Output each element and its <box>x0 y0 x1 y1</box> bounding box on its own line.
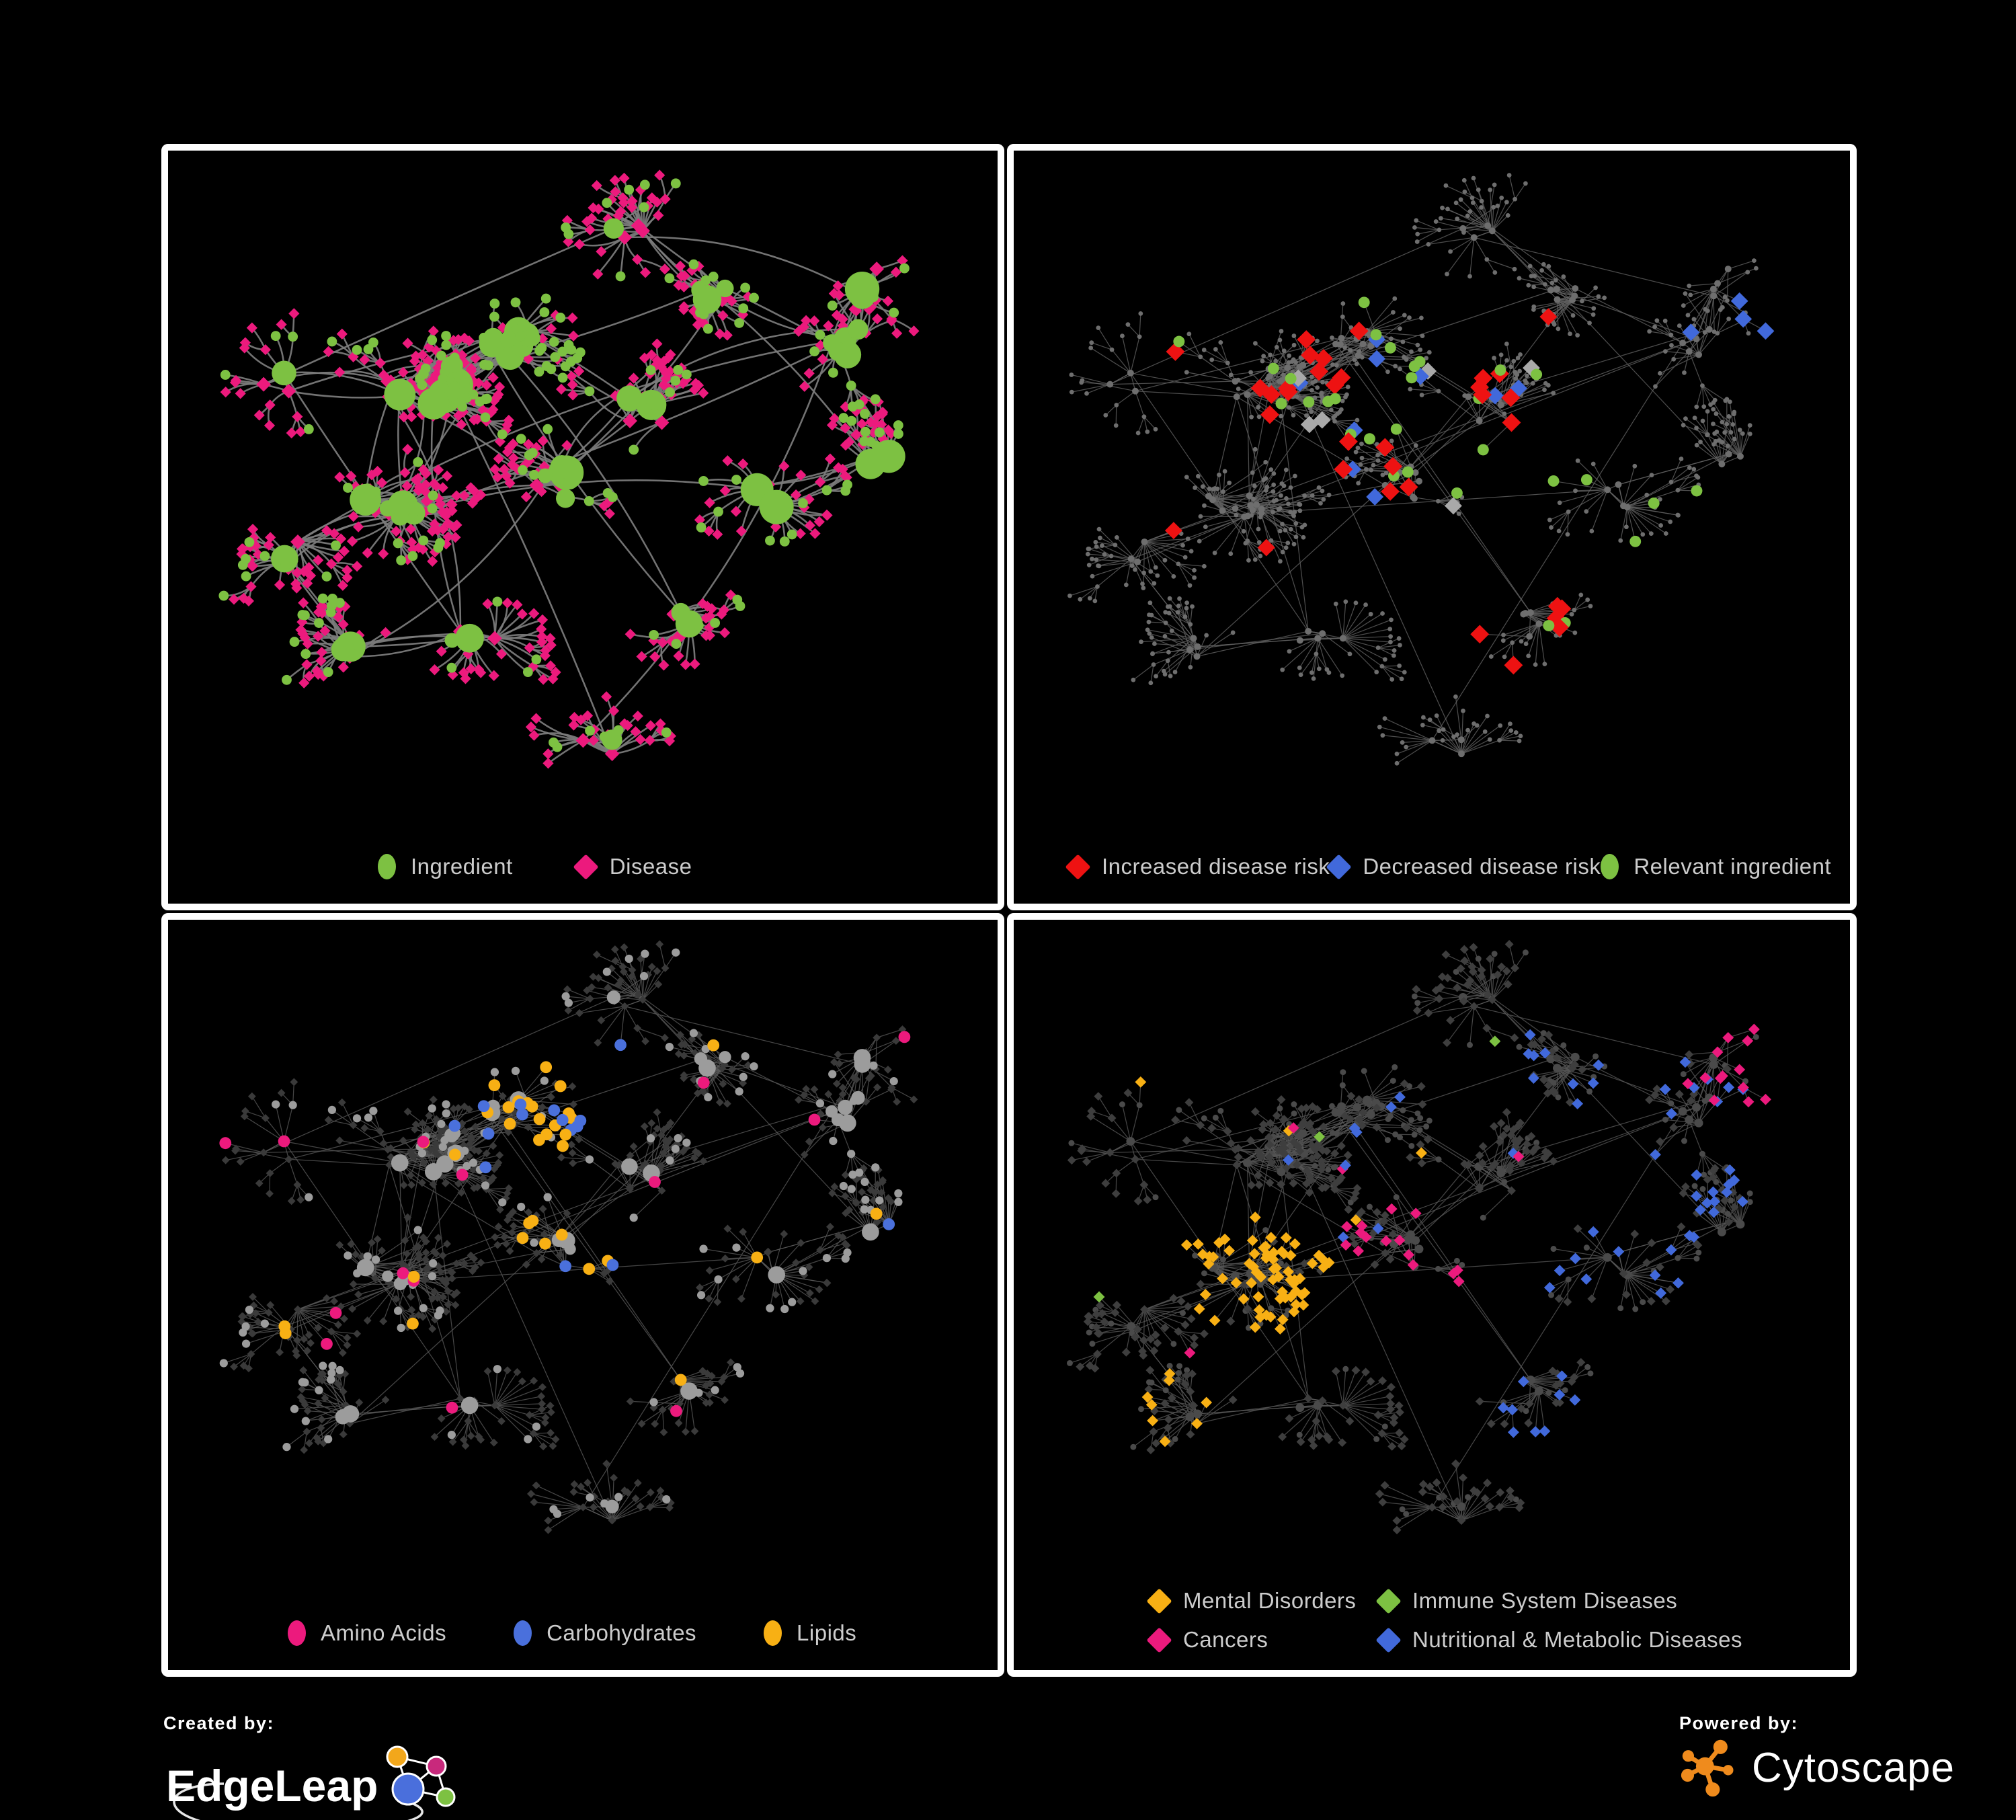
powered-by-label: Powered by: <box>1679 1713 1799 1733</box>
legend-item-ingredient: Ingredient <box>378 854 513 879</box>
panel-disease-risk: Increased disease risk Decreased disease… <box>1007 144 1857 910</box>
legend-label: Carbohydrates <box>547 1620 697 1645</box>
legend-swatch-circle <box>1601 854 1619 879</box>
legend-item-cancers: Cancers <box>1146 1626 1379 1653</box>
legend-item-lipids: Lipids <box>764 1620 856 1646</box>
legend-item-disease: Disease <box>573 853 692 880</box>
cytoscape-wordmark: Cytoscape <box>1752 1744 1955 1791</box>
legend-item-mental-disorders: Mental Disorders <box>1146 1587 1379 1614</box>
legend-item-carbohydrates: Carbohydrates <box>514 1620 696 1646</box>
legend-label: Increased disease risk <box>1102 854 1330 879</box>
legend-item-amino-acids: Amino Acids <box>288 1620 446 1646</box>
legend-ingredient-disease: Ingredient Disease <box>168 853 998 880</box>
created-by-label: Created by: <box>163 1713 275 1733</box>
legend-swatch-diamond <box>573 853 599 880</box>
legend-label: Immune System Diseases <box>1412 1588 1678 1613</box>
legend-item-nutritional-metabolic-diseases: Nutritional & Metabolic Diseases <box>1375 1626 1850 1653</box>
cytoscape-icon <box>1681 1739 1734 1797</box>
legend-swatch-diamond <box>1326 853 1352 880</box>
legend-label: Nutritional & Metabolic Diseases <box>1412 1627 1743 1652</box>
legend-disease-groups: Mental Disorders Immune System Diseases … <box>1014 1587 1850 1653</box>
legend-label: Cancers <box>1183 1627 1268 1652</box>
network-disease-risk <box>1067 173 1775 766</box>
edgeleap-wordmark: EdgeLeap <box>166 1761 378 1811</box>
legend-label: Relevant ingredient <box>1634 854 1832 879</box>
legend-swatch-diamond <box>1375 1626 1402 1653</box>
legend-swatch-circle <box>378 854 396 879</box>
legend-label: Ingredient <box>411 854 513 879</box>
network-disease-groups <box>1066 940 1771 1535</box>
panel-disease-groups: Mental Disorders Immune System Diseases … <box>1007 913 1857 1677</box>
legend-swatch-diamond <box>1375 1587 1402 1614</box>
legend-swatch-diamond <box>1146 1587 1172 1614</box>
panel-nutrient-groups: Amino Acids Carbohydrates Lipids <box>161 913 1004 1677</box>
edgeleap-network-icon <box>386 1745 456 1807</box>
legend-label: Disease <box>609 854 692 879</box>
legend-item-relevant-ingredient: Relevant ingredient <box>1601 854 1831 879</box>
legend-label: Mental Disorders <box>1183 1588 1357 1613</box>
legend-item-decreased-risk: Decreased disease risk <box>1326 853 1601 880</box>
legend-label: Lipids <box>797 1620 857 1645</box>
legend-swatch-circle <box>764 1620 782 1646</box>
legend-nutrient-groups: Amino Acids Carbohydrates Lipids <box>168 1620 998 1646</box>
legend-swatch-diamond <box>1146 1626 1172 1653</box>
legend-label: Amino Acids <box>321 1620 447 1645</box>
footer-created-by: Created by: EdgeLeap <box>163 1713 479 1820</box>
legend-disease-risk: Increased disease risk Decreased disease… <box>1014 853 1850 880</box>
edgeleap-logo: EdgeLeap <box>166 1745 456 1820</box>
legend-item-immune-system-diseases: Immune System Diseases <box>1375 1587 1850 1614</box>
legend-item-increased-risk: Increased disease risk <box>1065 853 1330 880</box>
network-ingredient-disease <box>218 169 920 769</box>
footer-powered-by: Powered by: Cytoscape <box>1679 1713 1955 1798</box>
network-nutrient-groups <box>219 940 918 1534</box>
legend-label: Decreased disease risk <box>1363 854 1601 879</box>
panel-ingredient-disease: Ingredient Disease <box>161 144 1004 910</box>
legend-swatch-circle <box>514 1620 532 1646</box>
legend-swatch-circle <box>288 1620 306 1646</box>
legend-swatch-diamond <box>1065 853 1091 880</box>
edgeleap-swoosh <box>173 1782 424 1820</box>
